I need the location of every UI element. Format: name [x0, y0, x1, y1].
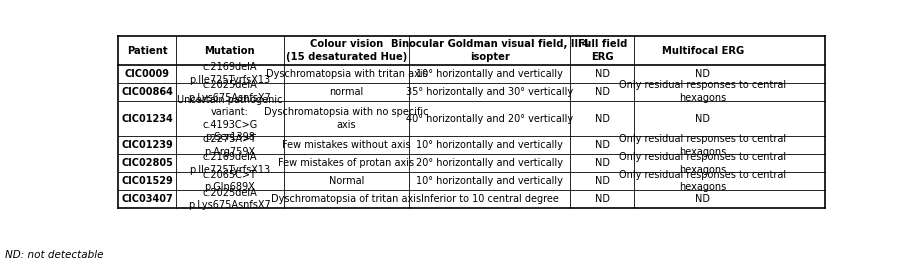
Text: ND: ND [696, 194, 711, 204]
Text: Multifocal ERG: Multifocal ERG [662, 45, 744, 56]
Text: CIC03407: CIC03407 [121, 194, 174, 204]
Text: CIC02805: CIC02805 [121, 158, 174, 168]
Bar [118, 172, 824, 190]
Text: 20° horizontally and vertically: 20° horizontally and vertically [417, 158, 564, 168]
Text: c.2169delA
p.Ile725TyrfsX13: c.2169delA p.Ile725TyrfsX13 [189, 152, 271, 175]
Text: Normal: Normal [329, 176, 364, 186]
Text: 40° horizontally and 20° vertically: 40° horizontally and 20° vertically [407, 114, 574, 123]
Text: Dyschromatopsia with no specific
axis: Dyschromatopsia with no specific axis [264, 107, 429, 130]
Text: ND: not detectable: ND: not detectable [5, 250, 103, 260]
Text: ND: ND [595, 176, 610, 186]
Text: CIC01234: CIC01234 [121, 114, 174, 123]
Text: Colour vision
(15 desaturated Hue): Colour vision (15 desaturated Hue) [285, 39, 407, 62]
Text: c.2275A>T
p.Arg759X: c.2275A>T p.Arg759X [203, 134, 257, 157]
Text: Binocular Goldman visual field, III4
isopter: Binocular Goldman visual field, III4 iso… [391, 39, 588, 62]
Text: 10° horizontally and vertically: 10° horizontally and vertically [417, 140, 564, 150]
Text: 10° horizontally and vertically: 10° horizontally and vertically [417, 176, 564, 186]
Text: ND: ND [595, 140, 610, 150]
Text: c.2169delA
p.Ile725TyrfsX13: c.2169delA p.Ile725TyrfsX13 [189, 62, 271, 85]
Text: Only residual responses to central
hexagons: Only residual responses to central hexag… [620, 170, 787, 192]
Bar [118, 36, 824, 65]
Text: Patient: Patient [127, 45, 168, 56]
Text: 10° horizontally and vertically: 10° horizontally and vertically [417, 69, 564, 79]
Text: 35° horizontally and 30° vertically: 35° horizontally and 30° vertically [407, 87, 574, 97]
Text: ND: ND [696, 114, 711, 123]
Text: CIC0009: CIC0009 [125, 69, 170, 79]
Bar [118, 137, 824, 154]
Text: ND: ND [595, 158, 610, 168]
Text: c.2065C>T
p.Gln689X: c.2065C>T p.Gln689X [203, 170, 257, 192]
Text: Few mistakes without axis: Few mistakes without axis [282, 140, 411, 150]
Text: ND: ND [595, 87, 610, 97]
Text: normal: normal [330, 87, 364, 97]
Text: Dyschromatopsia of tritan axis: Dyschromatopsia of tritan axis [272, 194, 421, 204]
Bar [118, 65, 824, 83]
Text: ND: ND [595, 69, 610, 79]
Text: Dyschromatopsia with tritan axis: Dyschromatopsia with tritan axis [265, 69, 428, 79]
Bar [118, 83, 824, 100]
Text: ND: ND [595, 194, 610, 204]
Text: Only residual responses to central
hexagons: Only residual responses to central hexag… [620, 134, 787, 157]
Text: Full field
ERG: Full field ERG [577, 39, 627, 62]
Text: CIC01239: CIC01239 [121, 140, 174, 150]
Text: Inferior to 10 central degree: Inferior to 10 central degree [421, 194, 559, 204]
Text: Uncertain pathogenic
variant:
c.4193C>G
p.Ser1398: Uncertain pathogenic variant: c.4193C>G … [177, 95, 283, 142]
Text: c.2025delA
p.Lys675AsnfsX7: c.2025delA p.Lys675AsnfsX7 [188, 188, 272, 210]
Bar [118, 154, 824, 172]
Text: ND: ND [696, 69, 711, 79]
Text: Only residual responses to central
hexagons: Only residual responses to central hexag… [620, 152, 787, 175]
Text: CIC01529: CIC01529 [121, 176, 174, 186]
Text: ND: ND [595, 114, 610, 123]
Text: Mutation: Mutation [205, 45, 255, 56]
Text: Few mistakes of protan axis: Few mistakes of protan axis [278, 158, 415, 168]
Bar [118, 100, 824, 137]
Text: c.2025delA
p.Lys675AsnfsX7: c.2025delA p.Lys675AsnfsX7 [188, 80, 272, 103]
Text: Only residual responses to central
hexagons: Only residual responses to central hexag… [620, 80, 787, 103]
Bar [118, 190, 824, 208]
Text: CIC00864: CIC00864 [121, 87, 174, 97]
